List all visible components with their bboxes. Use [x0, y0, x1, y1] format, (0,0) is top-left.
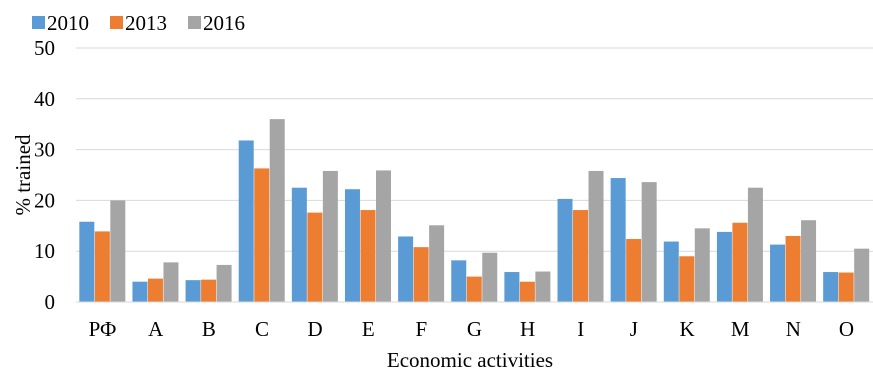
x-tick-label: C [255, 317, 269, 341]
bar-2016-F [429, 225, 445, 302]
bar-2013-J [626, 239, 642, 302]
bar-2013-I [573, 210, 589, 302]
legend-label: 2016 [203, 11, 245, 35]
bar-2010-A [132, 281, 148, 302]
bar-2013-N [785, 235, 801, 302]
y-axis-title: % trained [11, 134, 35, 216]
bar-2016-A [163, 262, 179, 302]
bar-2016-C [269, 119, 285, 303]
bar-2016-B [216, 264, 232, 302]
x-tick-label: O [839, 317, 854, 341]
bar-2010-C [238, 140, 254, 302]
bar-2010-O [823, 272, 839, 302]
bar-2010-B [185, 280, 201, 302]
bar-2016-E [375, 170, 391, 302]
y-tick-label: 50 [34, 36, 55, 60]
y-tick-label: 10 [34, 239, 55, 263]
legend: 2010 2013 2016 [32, 11, 245, 35]
bar-2013-B [201, 279, 217, 302]
bar-2013-F [413, 247, 429, 302]
bar-2010-РФ [79, 221, 95, 302]
bar-2013-G [466, 276, 482, 302]
x-tick-label: H [520, 317, 535, 341]
x-tick-label: I [577, 317, 584, 341]
y-tick-label: 30 [34, 138, 55, 162]
x-axis-title: Economic activities [387, 348, 553, 372]
x-tick-label: J [630, 317, 638, 341]
bar-2016-D [322, 170, 338, 302]
bar-2010-F [398, 236, 414, 302]
bar-2010-N [770, 244, 786, 302]
bar-2016-I [588, 170, 604, 302]
x-tick-label: F [416, 317, 428, 341]
bar-2013-O [838, 272, 854, 302]
bar-2010-H [504, 272, 520, 302]
bar-2016-РФ [110, 200, 126, 302]
bars [79, 119, 870, 303]
y-axis-tick-labels: 0 10 20 30 40 50 [34, 36, 55, 314]
bar-2016-O [854, 248, 870, 302]
x-tick-label: G [467, 317, 482, 341]
legend-swatch-2013 [110, 16, 123, 29]
bar-2013-E [360, 210, 376, 302]
bar-2016-K [694, 228, 710, 302]
bar-2013-H [519, 281, 535, 302]
legend-swatch-2016 [188, 16, 201, 29]
y-tick-label: 20 [34, 188, 55, 212]
bar-2010-J [610, 178, 626, 302]
bar-2010-G [451, 260, 467, 302]
bar-2016-N [801, 220, 817, 302]
bar-2013-РФ [94, 231, 110, 302]
y-tick-label: 40 [34, 87, 55, 111]
bar-2010-M [716, 231, 732, 302]
x-tick-label: A [148, 317, 164, 341]
x-tick-label: РФ [89, 317, 117, 341]
bar-2013-D [307, 212, 323, 302]
bar-2013-K [679, 256, 695, 302]
x-tick-label: B [202, 317, 216, 341]
bar-2016-M [747, 187, 763, 302]
bar-2010-D [291, 187, 307, 302]
bar-2016-G [482, 252, 498, 302]
x-tick-label: N [786, 317, 801, 341]
legend-label: 2013 [125, 11, 167, 35]
bar-2016-H [535, 271, 551, 302]
y-tick-label: 0 [45, 290, 56, 314]
x-tick-label: K [679, 317, 694, 341]
bar-2013-A [147, 278, 163, 302]
bar-2010-K [663, 241, 679, 302]
x-tick-label: M [731, 317, 750, 341]
legend-label: 2010 [47, 11, 89, 35]
x-tick-label: E [362, 317, 375, 341]
x-tick-label: D [308, 317, 323, 341]
legend-swatch-2010 [32, 16, 45, 29]
bar-2013-M [732, 222, 748, 302]
x-axis-tick-labels: РФ A B C D E F G H I J K M N O [89, 317, 854, 341]
bar-2010-E [344, 189, 360, 302]
bar-2010-I [557, 198, 573, 302]
bar-2016-J [641, 182, 657, 302]
bar-2013-C [254, 168, 270, 302]
